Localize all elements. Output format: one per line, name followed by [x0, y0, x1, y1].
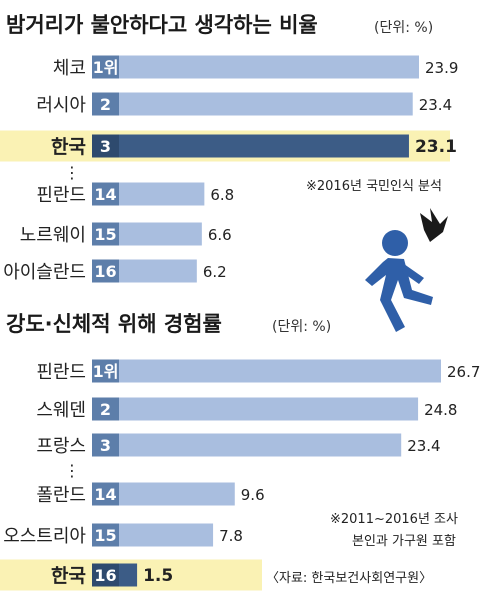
rank-label: 14: [94, 485, 116, 504]
bar: [119, 182, 205, 206]
rank-box: [92, 222, 119, 246]
value-label: 6.2: [203, 263, 227, 281]
bar: [119, 359, 441, 383]
rank-label: 3: [100, 436, 111, 455]
rank-label: 1위: [93, 362, 119, 381]
value-label: 6.8: [210, 186, 234, 204]
category-label: 프랑스: [36, 436, 86, 457]
survey-year-note: ※2016년 국민인식 분석: [306, 179, 442, 194]
rank-box: [92, 55, 119, 79]
alert-burst-icon: [420, 208, 448, 242]
bar: [119, 482, 235, 506]
chart-title-night-anxiety: 밤거리가 불안하다고 생각하는 비율: [6, 13, 318, 37]
chart-title-assault-experience: 강도·신체적 위해 경험률: [6, 312, 222, 336]
bar: [119, 397, 419, 421]
chart-night-anxiety: 밤거리가 불안하다고 생각하는 비율 (단위: %) 체코 1위 23.9 러시아 2 2…: [0, 13, 458, 283]
rank-label: 3: [100, 137, 111, 156]
rank-box: [92, 563, 119, 587]
rank-label: 15: [94, 225, 116, 244]
bar: [119, 92, 413, 116]
unit-note: (단위: %): [272, 319, 331, 335]
gap-marker: ⋮: [64, 461, 80, 480]
survey-scope-note: 본인과 가구원 포함: [352, 534, 456, 549]
bar: [119, 523, 214, 547]
chart-assault-experience: 강도·신체적 위해 경험률 (단위: %) 핀란드 1위 26.7 스웨덴 2 24.8 프…: [0, 312, 480, 591]
rank-box: [92, 523, 119, 547]
bar: [119, 55, 419, 79]
rank-label: 16: [94, 262, 116, 281]
running-person-icon: [365, 230, 433, 332]
value-label: 23.1: [415, 137, 457, 157]
category-label: 핀란드: [36, 185, 86, 206]
rank-box: [92, 134, 119, 158]
rank-box: [92, 92, 119, 116]
value-label: 23.4: [419, 96, 452, 114]
unit-note: (단위: %): [374, 20, 433, 36]
bar: [119, 563, 138, 587]
rank-box: [92, 259, 119, 283]
category-label: 폴란드: [36, 485, 86, 506]
bar: [119, 259, 197, 283]
rank-box: [92, 359, 119, 383]
category-label: 오스트리아: [3, 526, 86, 547]
gap-marker: ⋮: [64, 163, 80, 182]
value-label: 26.7: [447, 363, 480, 381]
rank-label: 16: [94, 566, 116, 585]
category-label: 러시아: [36, 95, 86, 116]
rank-label: 2: [100, 400, 111, 419]
category-label: 아이슬란드: [3, 262, 86, 283]
rank-label: 2: [100, 95, 111, 114]
bar: [119, 222, 202, 246]
category-label: 핀란드: [36, 362, 86, 383]
category-label: 스웨덴: [36, 400, 86, 421]
value-label: 23.9: [425, 59, 458, 77]
value-label: 9.6: [241, 486, 265, 504]
category-label: 한국: [51, 136, 86, 158]
source-note: 〈자료: 한국보건사회연구원〉: [266, 571, 432, 586]
survey-period-note: ※2011~2016년 조사: [330, 512, 458, 527]
value-label: 6.6: [208, 226, 232, 244]
category-label: 노르웨이: [20, 225, 86, 246]
rank-box: [92, 182, 119, 206]
value-label: 7.8: [219, 527, 243, 545]
value-label: 1.5: [143, 566, 173, 586]
bar: [119, 433, 402, 457]
bar: [119, 134, 409, 158]
rank-label: 15: [94, 526, 116, 545]
rank-label: 1위: [93, 58, 119, 77]
rank-box: [92, 433, 119, 457]
category-label: 한국: [51, 565, 86, 587]
value-label: 24.8: [424, 401, 457, 419]
rank-label: 14: [94, 185, 116, 204]
value-label: 23.4: [407, 437, 440, 455]
rank-box: [92, 482, 119, 506]
rank-box: [92, 397, 119, 421]
category-label: 체코: [53, 58, 86, 79]
